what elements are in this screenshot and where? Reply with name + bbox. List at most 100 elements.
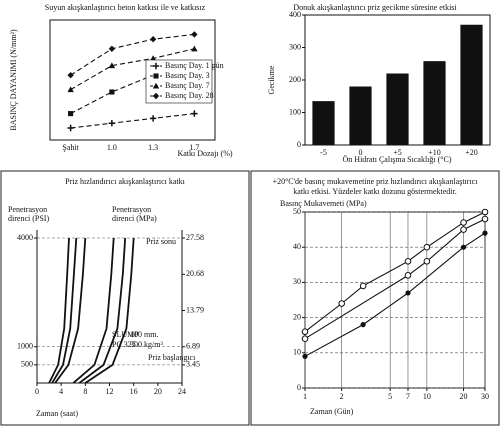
x-label: Zaman (Gün) [310,407,354,416]
y-tick-label: 400 [289,10,301,19]
y-tick-label: 100 [289,107,301,116]
y-tick-label: 500 [21,360,33,369]
point [108,62,116,69]
x-tick-label: 0 [35,387,39,396]
point [301,328,309,335]
y-tick-label: 1000 [17,342,33,351]
series-line [72,237,115,384]
y2-tick-label: 27.58 [186,233,204,242]
x-tick-label: 1.7 [189,143,199,152]
point [67,124,74,132]
bar [386,73,409,145]
point [109,89,115,95]
panel-border [250,170,500,426]
y-tick-label: 20 [293,312,301,321]
chart-title: Donuk akışkanlaştırıcı priz gecikme süre… [293,3,457,12]
chart-panel: Suyun akışkanlaştırıcı beton katkısı ile… [9,3,233,158]
x-tick-label: +20 [465,148,478,157]
x-tick-label: 0 [359,148,363,157]
y2-tick-label: 13.79 [186,305,204,314]
point [191,45,198,52]
x-tick-label: 7 [406,392,410,401]
y-tick-label: 50 [293,207,301,216]
y2-tick-label: 6.89 [186,342,200,351]
chart-panel: Priz hızlandırıcı akışkanlaştırıcı katkı… [0,170,250,426]
point [338,300,345,307]
x-tick-label: 8 [83,387,87,396]
point [460,219,467,226]
chart-title: Priz hızlandırıcı akışkanlaştırıcı katkı [65,177,186,186]
x-label: Zaman (saat) [36,409,78,418]
legend-label: Basınç Day. 28 [165,91,214,100]
point [108,120,116,127]
bar [460,24,483,145]
x-tick-label: 2 [340,392,344,401]
x-tick-label: +10 [428,148,441,157]
x-tick-label: Şahit [62,143,79,152]
annotation: PÇ 325 [112,340,136,349]
legend-marker [152,82,160,89]
legend-label: Basınç Day. 1 gün [165,61,224,70]
point [423,257,431,265]
y-tick-label: 0 [297,383,301,392]
x-tick-label: 1.3 [148,143,158,152]
point [481,208,489,216]
plot-frame [49,19,216,141]
x-tick-label: 5 [388,392,392,401]
series-line [304,211,486,333]
x-label: Katkı Dozajı (%) [177,149,232,158]
point [67,86,74,93]
point [191,31,198,38]
chart-title: +20°C'de basınç mukavemetine priz hızlan… [273,177,479,186]
point [359,282,367,290]
point [67,72,74,79]
point [423,243,431,251]
x-tick-label: +5 [393,148,402,157]
point [149,55,157,61]
point [108,45,116,52]
x-tick-label: 12 [106,387,114,396]
x-tick-label: 1 [303,392,307,401]
legend-marker [152,62,160,70]
y2-label: Penetrasyon [112,205,151,214]
point [404,257,412,265]
chart-panel: Donuk akışkanlaştırıcı priz gecikme süre… [267,3,491,164]
y-label: BASINÇ DAYANIMI (N/mm²) [9,29,18,131]
bar [349,86,372,145]
y2-tick-label: 20.68 [186,269,204,278]
series-line [70,113,195,129]
y-tick-label: 4000 [17,233,33,242]
point [460,226,467,233]
y-tick-label: 40 [293,242,301,251]
point [68,111,74,117]
y-tick-label: 30 [293,277,301,286]
x-label: Ön Hidratı Çalışma Sıcaklığı (°C) [343,155,452,164]
point [360,322,366,328]
y-label: direnci (PSI) [8,214,49,223]
x-tick-label: 20 [154,387,162,396]
series-line [304,232,486,357]
point [481,215,489,223]
series-line [70,33,195,76]
x-tick-label: 16 [130,387,138,396]
point [149,115,157,122]
chart-title: Suyun akışkanlaştırıcı beton katkısı ile… [45,3,206,12]
y-tick-label: 10 [293,348,301,357]
y-tick-label: 200 [289,75,301,84]
x-tick-label: -5 [320,148,327,157]
bar [312,101,335,145]
point [404,272,412,279]
point [149,36,157,43]
x-tick-label: 30 [481,392,489,401]
point [405,290,411,296]
y-label: Gecikme [267,65,276,94]
legend-label: Basınç Day. 3 [165,71,210,80]
legend-marker [153,73,159,79]
x-tick-label: 10 [423,392,431,401]
legend-label: Basınç Day. 7 [165,81,210,90]
point [191,110,198,117]
annotation: SLUMP [112,330,139,339]
series-line [48,237,70,384]
series-line [304,218,486,340]
